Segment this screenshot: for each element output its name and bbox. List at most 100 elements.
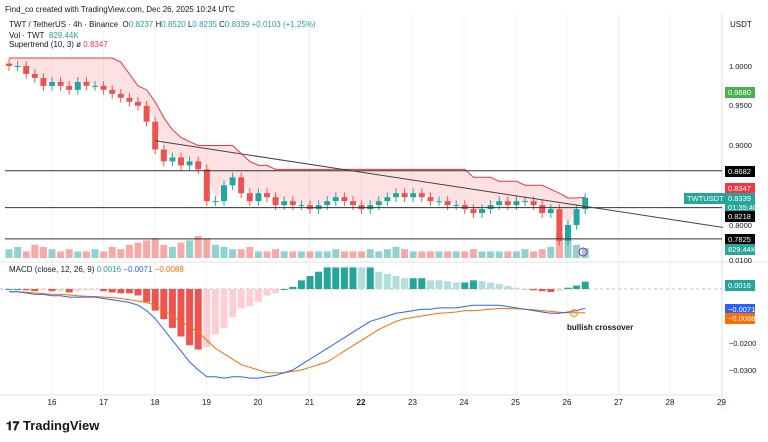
macd-histogram-bar [91,289,99,290]
macd-histogram-bar [194,289,202,350]
date-tick: 23 [408,398,417,407]
macd-histogram-bar [57,289,65,292]
candle-body [31,73,38,78]
volume-bar [581,248,589,258]
macd-histogram-bar [538,289,546,292]
price-tick: 0.0100 [729,256,752,265]
date-tick: 19 [202,398,211,407]
candle-body [203,169,210,202]
volume-bar [478,251,486,258]
volume-bar [229,249,237,258]
candle-body [582,197,589,210]
candle-body [341,197,348,202]
macd-histogram-bar [512,287,520,289]
volume-bar [246,247,254,258]
macd-histogram-bar [349,267,357,289]
candle-body [410,193,417,198]
macd-histogram-bar [478,281,486,289]
volume-bar [297,251,305,258]
volume-bar [461,251,469,258]
candle-body [143,105,150,122]
volume-bar [48,249,56,258]
volume-bar [504,251,512,258]
date-tick: 25 [511,398,520,407]
date-tick: 26 [562,398,572,407]
candle-body [264,193,270,198]
date-tick: 20 [253,398,263,407]
volume-bar [573,244,581,258]
volume-tag: 829.44K [725,244,756,255]
macd-histogram-bar [203,289,211,348]
macd-histogram-bar [108,289,116,293]
volume-bar [125,244,133,258]
macd-histogram-bar [272,289,280,294]
macd-histogram-bar [564,287,572,289]
macd-histogram-bar [573,285,581,289]
macd-histogram-bar [469,280,477,289]
close-value: 0.8339 [224,20,250,29]
macd-histogram-bar [358,267,366,289]
macd-histogram-bar [100,289,108,292]
change-value: +0.0103 (+1.25%) [251,20,316,29]
macd-histogram-bar [151,289,159,311]
volume-bar [547,247,555,258]
macd-histogram-bar [5,289,13,290]
candle-body [522,201,528,203]
candle-body [436,201,442,203]
candle-body [418,193,425,198]
st-label: Supertrend (10, 3) [9,40,74,49]
candle-body [255,193,262,202]
macd-histogram-bar [435,280,443,289]
volume-bar [392,247,400,258]
volume-bar [143,240,151,258]
low-value: 0.8235 [192,20,217,29]
candle-body [100,85,107,90]
volume-bar [211,244,219,258]
candle-body [504,201,511,206]
open-value: 0.8237 [128,20,154,29]
volume-bar [134,242,142,258]
candle-body [307,205,313,210]
candle-body [152,121,159,150]
supertrend-legend: Supertrend (10, 3) ø 0.8347 [9,40,108,49]
macd-histogram-bar [452,282,460,289]
volume-bar [435,251,443,258]
candle-body [229,177,236,186]
symbol-tag: TWTUSDT [684,193,727,204]
candle-body [565,225,571,241]
high-value: 0.8520 [161,20,186,29]
volume-bar [306,251,314,258]
macd-hist-value: 0.0016 [96,265,122,274]
macd-histogram-bar [323,267,331,289]
date-tick: 29 [717,398,726,407]
macd-histogram-bar [220,289,228,328]
candle-body [135,101,141,106]
candle-body [66,85,73,90]
macd-histogram-bar [237,289,245,309]
candle-body [393,193,399,198]
candle-body [453,205,460,207]
high-line-tag: 0.8682 [725,166,755,177]
volume-bar [272,249,280,258]
macd-histogram-bar [461,282,469,289]
volume-bar [263,251,271,258]
signal-line [9,291,586,374]
c-label: C [219,20,225,29]
macd-tick: −0.0300 [729,366,757,375]
tradingview-logo: 𝟏𝟕 TradingView [6,418,99,434]
supertrend-tag: 0.8347 [725,183,755,194]
macd-tick: −0.0200 [729,339,757,348]
candle-body [350,201,356,206]
l-label: L [187,20,193,29]
candle-body [289,201,296,206]
macd-histogram-bar [117,289,125,294]
volume-bar [160,244,168,258]
volume-bar [538,249,546,258]
volume-bar [383,249,391,258]
candle-body [6,63,12,66]
volume-bar [366,249,374,258]
macd-histogram-bar [418,278,426,289]
candle-body [126,97,133,102]
candle-body [160,149,167,162]
